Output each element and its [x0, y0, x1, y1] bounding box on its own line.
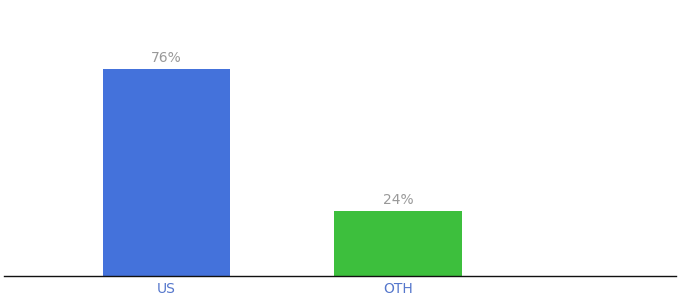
Text: 76%: 76%	[151, 51, 182, 65]
Bar	[334, 211, 462, 276]
Bar	[103, 70, 230, 276]
Text: 24%: 24%	[383, 193, 413, 207]
